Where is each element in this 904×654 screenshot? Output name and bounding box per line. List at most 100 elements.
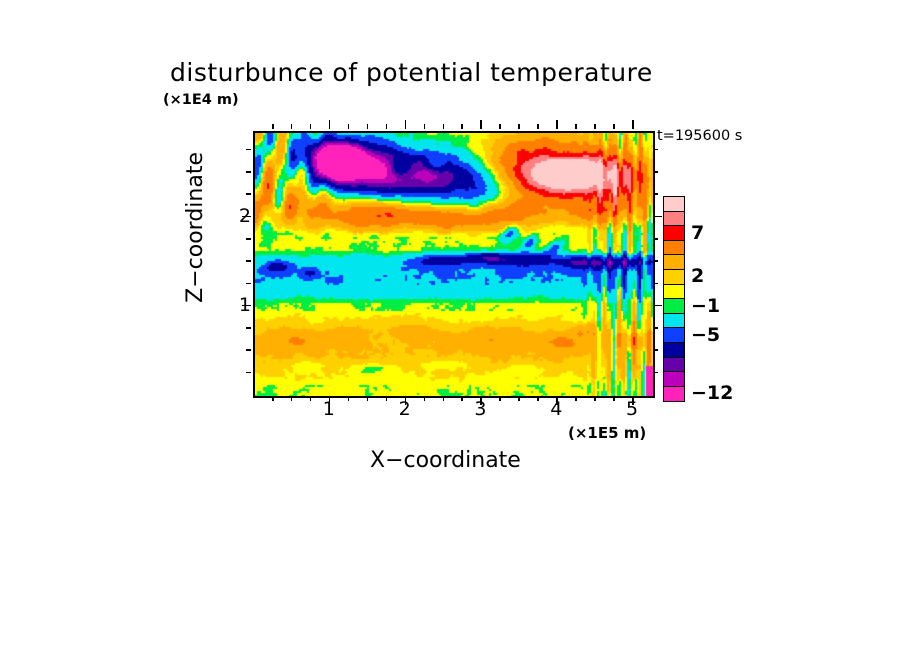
colorbar-band [664,328,684,343]
tick-mark [404,396,407,405]
colorbar-band [664,357,684,373]
tick-mark [366,124,369,129]
tick-mark [347,396,350,401]
tick-mark [653,282,658,285]
tick-mark [575,396,577,401]
tick-mark [632,396,634,405]
tick-mark [423,396,426,401]
colorbar-label: −12 [691,382,734,405]
tick-mark [309,124,312,129]
tick-mark [246,171,251,173]
tick-mark [480,120,483,129]
tick-mark [246,148,251,151]
tick-mark [246,327,251,329]
tick-mark [653,193,658,195]
x-axis-title: X−coordinate [370,448,521,473]
tick-mark [556,396,558,405]
tick-mark [246,371,251,374]
colorbar: 7 2 −1 −5 −12 [657,168,757,404]
tick-mark [271,396,274,401]
tick-mark [290,396,293,401]
colorbar-band [664,386,684,402]
tick-mark [385,396,388,401]
tick-mark [404,120,407,129]
z-axis-unit-label: (×1E4 m) [163,92,239,108]
x-tick-label: 1 [322,398,335,420]
colorbar-band [664,313,684,329]
tick-mark [271,124,274,129]
tick-mark [461,124,464,129]
tick-mark [518,124,520,129]
colorbar-label: 7 [691,221,705,244]
y-tick-label: 1 [238,293,251,316]
tick-mark [442,396,445,401]
chart-title: disturbunce of potential temperature [170,58,653,87]
y-axis-title: Z−coordinate [183,152,208,303]
tick-mark [385,124,388,129]
colorbar-band [664,226,684,241]
tick-mark [632,120,634,129]
colorbar-label: −5 [691,323,721,346]
tick-mark [290,124,293,129]
tick-mark [575,124,577,129]
tick-mark [594,396,596,401]
colorbar-label: 2 [691,265,705,288]
x-tick-label: 2 [398,398,411,420]
tick-mark [653,215,662,218]
tick-mark [653,304,662,307]
colorbar-band [664,269,684,285]
colorbar-bands [663,196,685,403]
x-axis-unit-label: (×1E5 m) [568,424,647,442]
tick-mark [480,396,483,405]
tick-mark [242,304,251,307]
tick-mark [653,237,658,240]
tick-mark [537,124,539,129]
x-axis-tick-labels: 1 2 3 4 5 [253,398,651,422]
colorbar-band [664,299,684,314]
colorbar-band [664,197,684,212]
tick-mark [537,396,539,401]
x-tick-label: 5 [626,398,639,420]
colorbar-band [664,255,684,270]
tick-mark [461,396,464,401]
tick-mark [556,120,558,129]
tick-mark [246,237,251,240]
tick-mark [347,124,350,129]
colorbar-band [664,342,684,358]
tick-mark [653,371,658,374]
tick-mark [518,396,520,401]
colorbar-band [664,284,684,300]
x-tick-label: 4 [550,398,563,420]
tick-mark [653,349,658,352]
tick-mark [246,349,251,352]
tick-mark [594,124,596,129]
tick-mark [499,396,501,401]
timestamp-annotation: t=195600 s [657,128,743,144]
colorbar-label: −1 [691,294,721,317]
tick-mark [328,396,331,405]
y-tick-label: 2 [238,204,251,227]
x-tick-label: 3 [474,398,487,420]
tick-mark [246,282,251,285]
tick-mark [442,124,445,129]
tick-mark [613,124,615,129]
tick-mark [499,124,501,129]
tick-mark [242,215,251,218]
tick-mark [423,124,426,129]
colorbar-band [664,372,684,387]
contour-plot-area [253,131,655,398]
tick-mark [653,327,658,329]
tick-mark [653,171,658,173]
tick-mark [309,396,312,401]
tick-mark [328,120,331,129]
tick-mark [613,396,615,401]
tick-mark [653,260,658,262]
tick-mark [246,260,251,262]
tick-mark [653,148,658,151]
tick-mark [366,396,369,401]
colorbar-band [664,211,684,227]
contour-field [255,133,653,396]
colorbar-band [664,240,684,256]
